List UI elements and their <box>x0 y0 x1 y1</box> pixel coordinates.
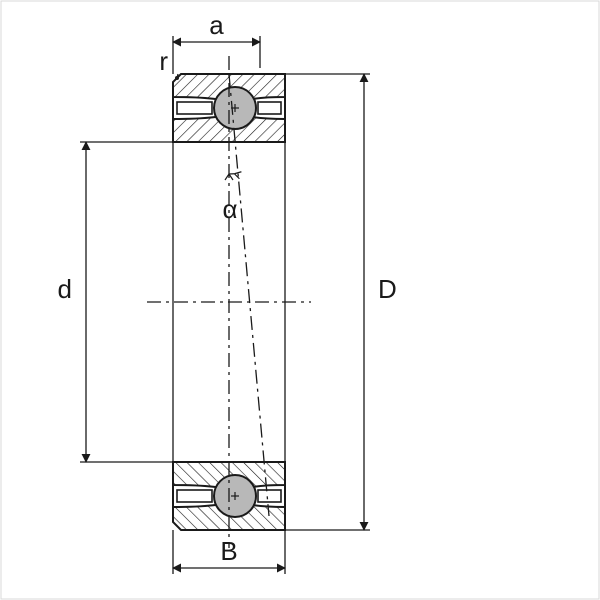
bearing-cross-section-diagram: a r α d D B <box>0 0 600 600</box>
label-B: B <box>220 536 237 566</box>
label-r: r <box>159 46 168 76</box>
label-alpha: α <box>222 194 237 224</box>
label-d: d <box>58 274 72 304</box>
label-D: D <box>378 274 397 304</box>
label-a: a <box>209 10 224 40</box>
